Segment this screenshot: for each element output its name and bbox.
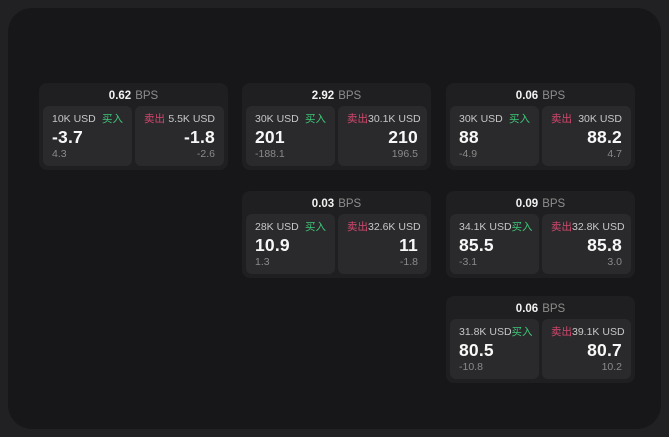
buy-amount: 34.1K USD — [459, 221, 512, 233]
sell-side-label: 卖出 — [551, 326, 572, 338]
buy-amount: 10K USD — [52, 113, 96, 125]
buy-amount: 31.8K USD — [459, 326, 512, 338]
sell-price: -1.8 — [184, 126, 215, 147]
buy-side-label: 买入 — [511, 326, 533, 338]
spread-unit: BPS — [542, 197, 566, 210]
sell-quote[interactable]: 卖出 32.8K USD 85.8 3.0 — [542, 214, 631, 274]
quote-card: 0.06 BPS 31.8K USD 买入 80.5 -10.8 卖出 39.1… — [446, 296, 635, 383]
buy-side-label: 买入 — [509, 113, 530, 125]
buy-side-label: 买入 — [305, 113, 326, 125]
buy-quote[interactable]: 10K USD 买入 -3.7 4.3 — [43, 106, 132, 166]
sell-amount: 5.5K USD — [168, 113, 215, 125]
sell-amount: 39.1K USD — [572, 326, 625, 338]
sell-side-label: 卖出 — [551, 113, 572, 125]
sell-quote[interactable]: 卖出 30.1K USD 210 196.5 — [338, 106, 427, 166]
quote-card: 0.03 BPS 28K USD 买入 10.9 1.3 卖出 32.6K US… — [242, 191, 431, 278]
quote-card: 0.62 BPS 10K USD 买入 -3.7 4.3 卖出 5.5K USD… — [39, 83, 228, 170]
sell-delta: 3.0 — [607, 256, 622, 268]
buy-quote[interactable]: 28K USD 买入 10.9 1.3 — [246, 214, 335, 274]
buy-side-label: 买入 — [305, 221, 326, 233]
spread-value: 0.06 — [515, 89, 539, 102]
buy-price: 10.9 — [255, 234, 290, 255]
sell-amount: 30.1K USD — [368, 113, 421, 125]
sell-delta: 196.5 — [391, 148, 418, 160]
spread-value: 0.62 — [108, 89, 132, 102]
spread-value: 0.06 — [515, 302, 539, 315]
quote-card: 2.92 BPS 30K USD 买入 201 -188.1 卖出 30.1K … — [242, 83, 431, 170]
buy-quote[interactable]: 31.8K USD 买入 80.5 -10.8 — [450, 319, 539, 379]
sell-delta: 10.2 — [601, 361, 622, 373]
spread-header: 0.03 BPS — [242, 191, 431, 214]
quote-card: 0.06 BPS 30K USD 买入 88 -4.9 卖出 30K USD 8… — [446, 83, 635, 170]
buy-price: 201 — [255, 126, 285, 147]
buy-delta: 1.3 — [255, 256, 270, 268]
spread-value: 0.09 — [515, 197, 539, 210]
buy-side-label: 买入 — [102, 113, 123, 125]
buy-amount: 30K USD — [459, 113, 503, 125]
buy-amount: 28K USD — [255, 221, 299, 233]
sell-price: 80.7 — [587, 339, 622, 360]
spread-header: 0.06 BPS — [446, 296, 635, 319]
sell-delta: -1.8 — [399, 256, 418, 268]
sell-amount: 30K USD — [578, 113, 622, 125]
buy-delta: -4.9 — [459, 148, 478, 160]
sell-quote[interactable]: 卖出 5.5K USD -1.8 -2.6 — [135, 106, 224, 166]
sell-quote[interactable]: 卖出 39.1K USD 80.7 10.2 — [542, 319, 631, 379]
buy-delta: -3.1 — [459, 256, 478, 268]
buy-price: 85.5 — [459, 234, 494, 255]
sell-price: 85.8 — [587, 234, 622, 255]
buy-delta: 4.3 — [52, 148, 67, 160]
spread-unit: BPS — [135, 89, 159, 102]
spread-unit: BPS — [542, 89, 566, 102]
sell-side-label: 卖出 — [347, 113, 368, 125]
spread-unit: BPS — [338, 197, 362, 210]
spread-unit: BPS — [542, 302, 566, 315]
sell-quote[interactable]: 卖出 32.6K USD 11 -1.8 — [338, 214, 427, 274]
buy-price: 80.5 — [459, 339, 494, 360]
buy-side-label: 买入 — [511, 221, 533, 233]
spread-header: 0.09 BPS — [446, 191, 635, 214]
buy-delta: -188.1 — [255, 148, 285, 160]
buy-price: -3.7 — [52, 126, 83, 147]
spread-unit: BPS — [338, 89, 362, 102]
spread-header: 0.62 BPS — [39, 83, 228, 106]
spread-value: 0.03 — [311, 197, 335, 210]
quote-card: 0.09 BPS 34.1K USD 买入 85.5 -3.1 卖出 32.8K… — [446, 191, 635, 278]
sell-price: 210 — [388, 126, 418, 147]
spread-header: 2.92 BPS — [242, 83, 431, 106]
sell-price: 11 — [399, 234, 418, 255]
sell-amount: 32.6K USD — [368, 221, 421, 233]
buy-price: 88 — [459, 126, 479, 147]
spread-header: 0.06 BPS — [446, 83, 635, 106]
buy-quote[interactable]: 30K USD 买入 201 -188.1 — [246, 106, 335, 166]
buy-delta: -10.8 — [459, 361, 483, 373]
sell-price: 88.2 — [587, 126, 622, 147]
sell-side-label: 卖出 — [144, 113, 165, 125]
spread-value: 2.92 — [311, 89, 335, 102]
sell-delta: -2.6 — [196, 148, 215, 160]
sell-delta: 4.7 — [607, 148, 622, 160]
buy-quote[interactable]: 30K USD 买入 88 -4.9 — [450, 106, 539, 166]
buy-amount: 30K USD — [255, 113, 299, 125]
sell-side-label: 卖出 — [551, 221, 572, 233]
sell-amount: 32.8K USD — [572, 221, 625, 233]
sell-quote[interactable]: 卖出 30K USD 88.2 4.7 — [542, 106, 631, 166]
buy-quote[interactable]: 34.1K USD 买入 85.5 -3.1 — [450, 214, 539, 274]
sell-side-label: 卖出 — [347, 221, 368, 233]
